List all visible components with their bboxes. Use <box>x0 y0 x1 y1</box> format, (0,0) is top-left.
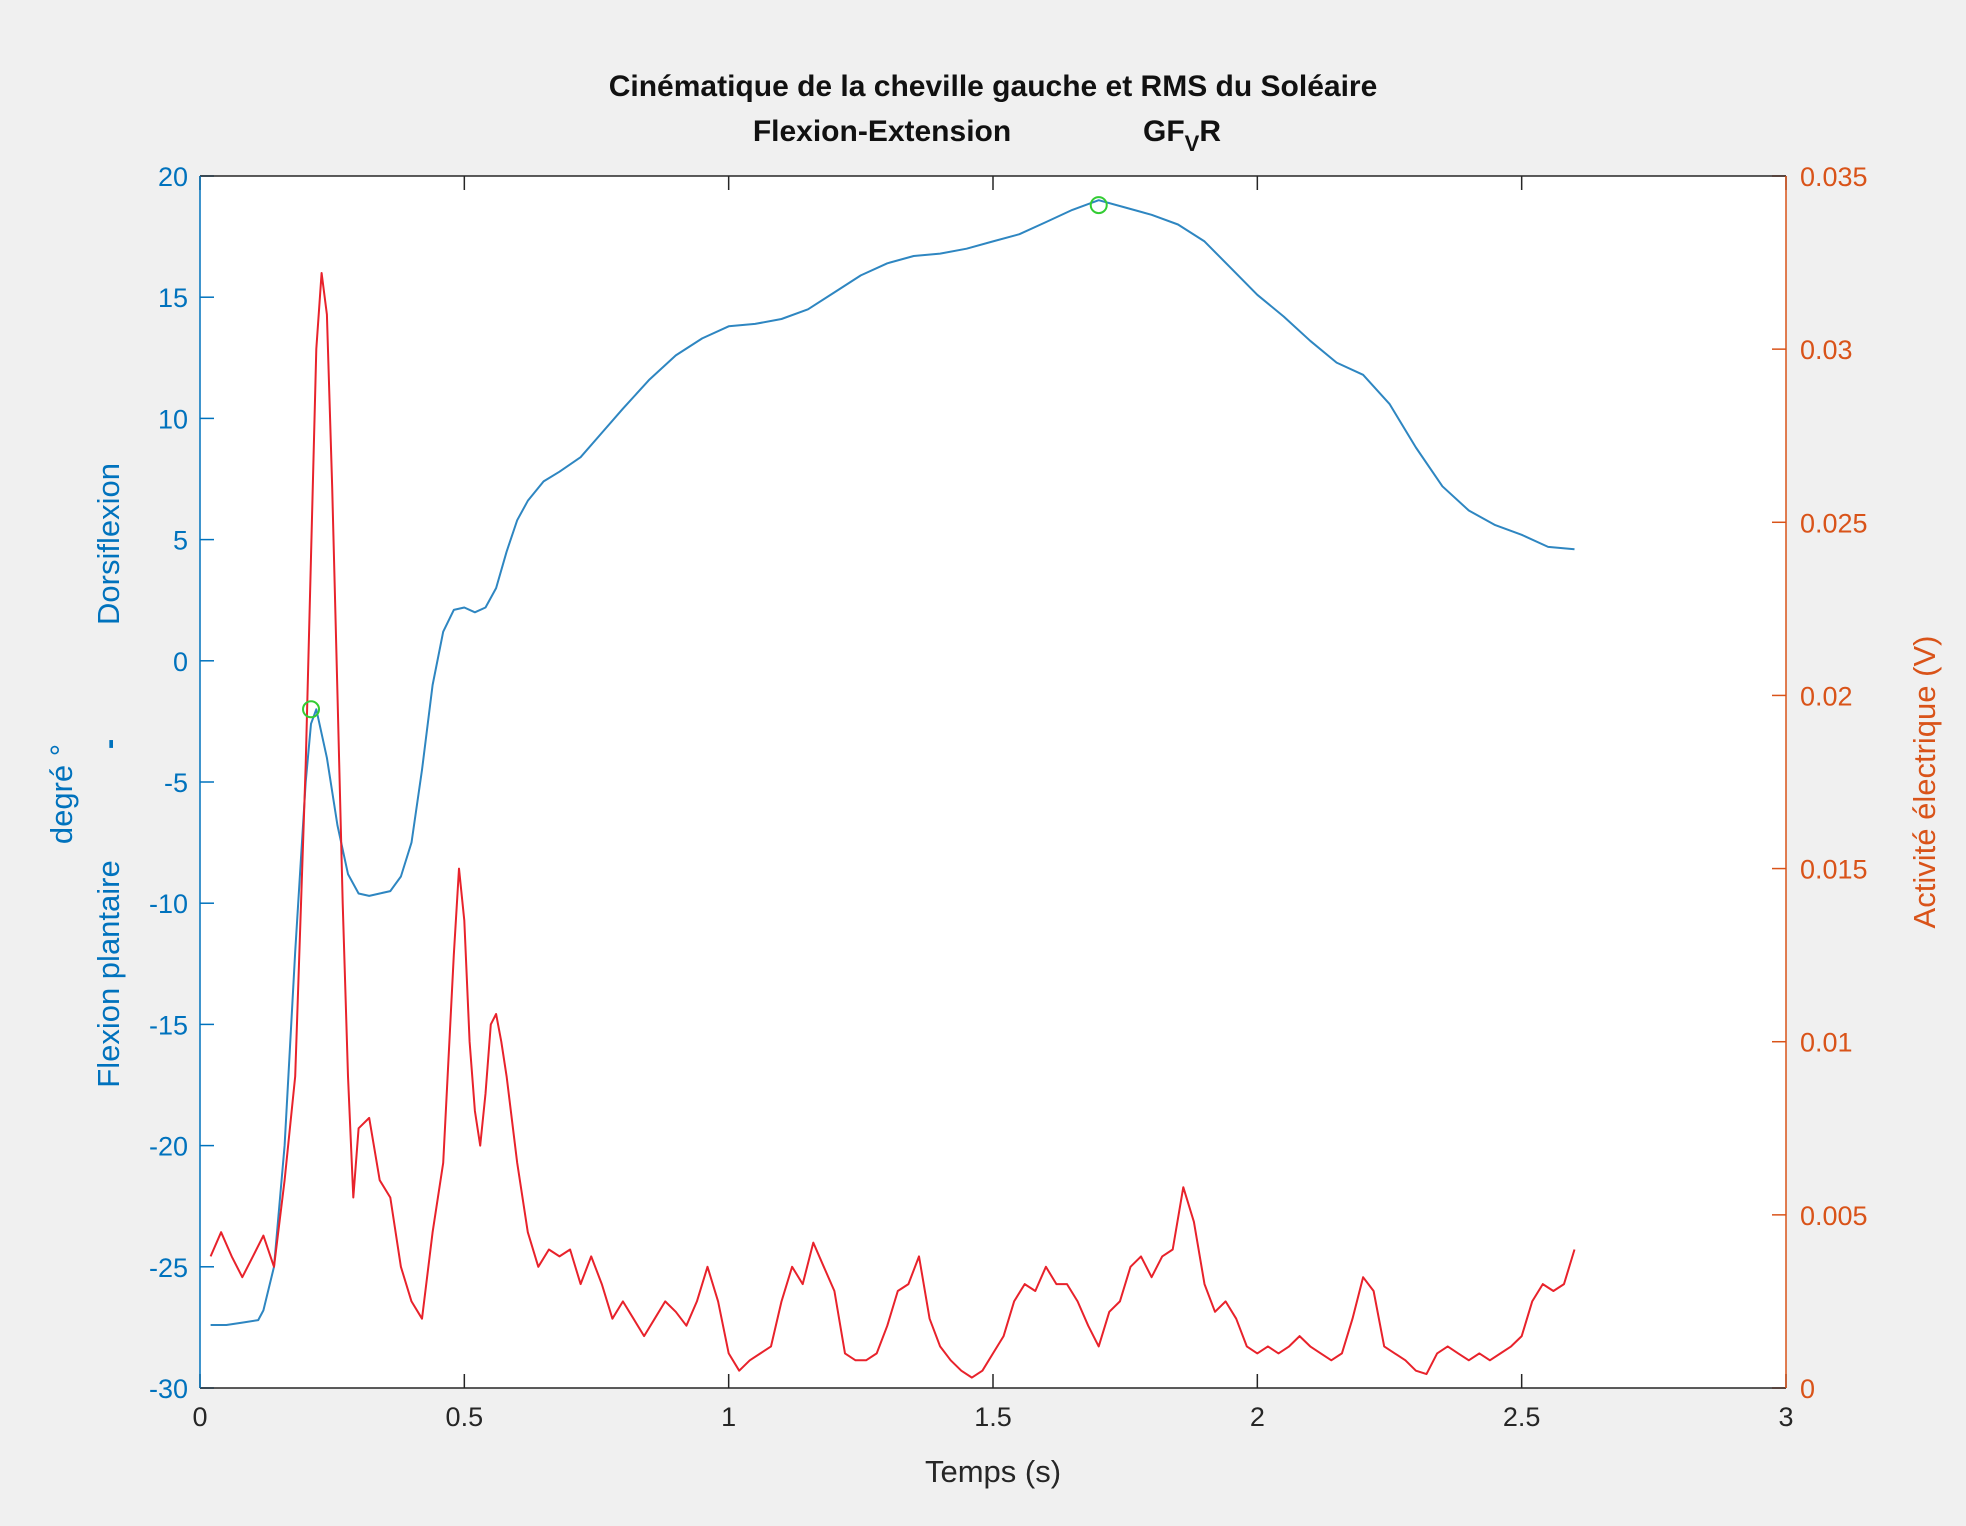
left-y-label-line1: Flexion plantaire <box>91 860 126 1087</box>
subtitle-gf: GF <box>1143 115 1185 148</box>
x-tick-label: 1 <box>721 1402 736 1432</box>
left-y-tick-label: -5 <box>164 768 188 798</box>
plot-area <box>209 199 1576 1379</box>
left-y-label-unit: degré ° <box>44 744 79 844</box>
chart: Cinématique de la cheville gauche et RMS… <box>44 70 1942 1489</box>
left-y-axis: -30 -25 -20 -15 -10 -5 0 5 10 15 20 <box>149 162 214 1404</box>
right-y-tick-label: 0.01 <box>1800 1028 1853 1058</box>
left-y-tick-label: -15 <box>149 1010 188 1040</box>
min-marker <box>302 700 321 719</box>
chart-subtitle-right: GFVR <box>1143 115 1221 156</box>
right-y-tick-label: 0.02 <box>1800 681 1853 711</box>
max-marker <box>1089 196 1108 215</box>
right-y-axis: 0 0.005 0.01 0.015 0.02 0.025 0.03 0.035 <box>1772 162 1868 1404</box>
x-tick-label: 2 <box>1250 1402 1265 1432</box>
left-y-tick-label: 5 <box>173 526 188 556</box>
figure-canvas: Cinématique de la cheville gauche et RMS… <box>22 24 1966 1514</box>
ankle-angle-line <box>210 199 1575 1326</box>
left-y-tick-label: 20 <box>158 162 188 192</box>
left-y-tick-label: -30 <box>149 1374 188 1404</box>
right-y-tick-label: 0.035 <box>1800 162 1868 192</box>
x-axis-label: Temps (s) <box>925 1454 1061 1489</box>
chart-title: Cinématique de la cheville gauche et RMS… <box>609 70 1378 103</box>
left-y-tick-label: 0 <box>173 647 188 677</box>
right-y-tick-label: 0.005 <box>1800 1201 1868 1231</box>
soleus-rms-line <box>209 272 1576 1379</box>
x-tick-label: 0.5 <box>446 1402 484 1432</box>
right-y-tick-label: 0.03 <box>1800 335 1853 365</box>
left-y-tick-label: -10 <box>149 889 188 919</box>
x-tick-label: 3 <box>1778 1402 1793 1432</box>
left-y-tick-label: 15 <box>158 283 188 313</box>
left-y-label-separator: - <box>91 739 126 749</box>
left-y-tick-label: -20 <box>149 1132 188 1162</box>
right-y-tick-label: 0.025 <box>1800 508 1868 538</box>
left-y-label-line2: Dorsiflexion <box>91 463 126 625</box>
chart-subtitle-left: Flexion-Extension <box>753 115 1011 148</box>
left-y-tick-label: -25 <box>149 1253 188 1283</box>
axes-background <box>200 176 1786 1388</box>
right-y-axis-label: Activité électrique (V) <box>1907 636 1942 929</box>
left-y-axis-label: Flexion plantaire - Dorsiflexion degré ° <box>44 463 126 1088</box>
x-tick-label: 0 <box>192 1402 207 1432</box>
right-y-tick-label: 0.015 <box>1800 855 1868 885</box>
x-axis: 0 0.5 1 1.5 2 2.5 3 <box>192 176 1794 1432</box>
subtitle-r: R <box>1199 115 1221 148</box>
left-y-tick-label: 10 <box>158 404 188 434</box>
subtitle-subscript-v: V <box>1185 131 1200 156</box>
right-y-tick-label: 0 <box>1800 1374 1815 1404</box>
plot-markers <box>302 196 1108 719</box>
x-tick-label: 2.5 <box>1503 1402 1541 1432</box>
x-tick-label: 1.5 <box>974 1402 1012 1432</box>
